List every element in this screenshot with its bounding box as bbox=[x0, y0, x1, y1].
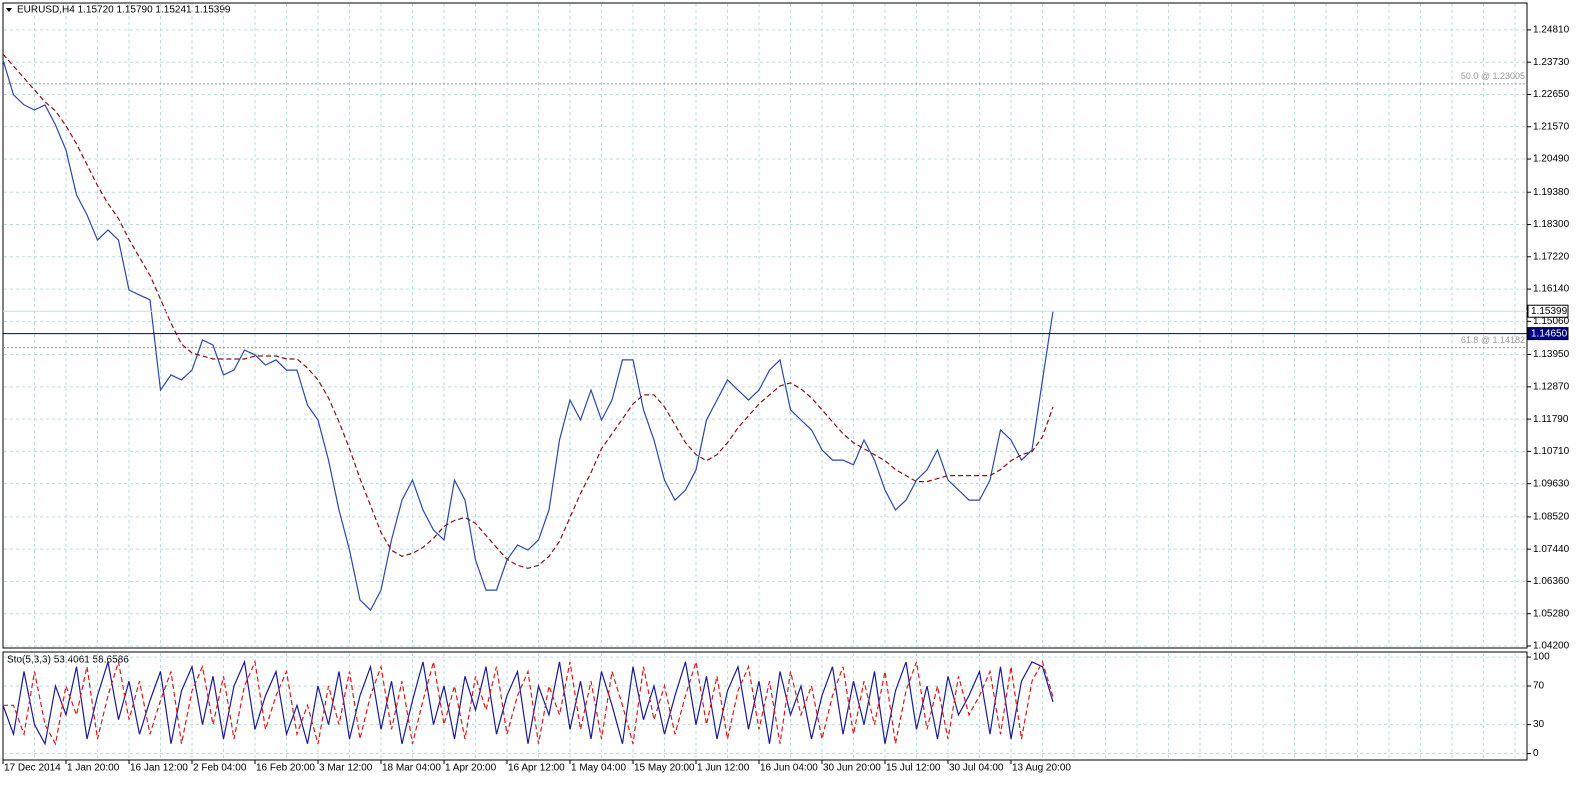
x-tick-label: 16 Feb 20:00 bbox=[256, 763, 315, 774]
x-tick-label: 13 Aug 20:00 bbox=[1012, 763, 1071, 774]
y-tick-label: 1.23730 bbox=[1533, 57, 1570, 68]
fib-level-label: 61.8 @ 1.14182 bbox=[1461, 335, 1525, 345]
x-tick-label: 17 Dec 2014 bbox=[4, 763, 61, 774]
y-tick-label: 1.07440 bbox=[1533, 544, 1570, 555]
y-tick-label: 1.22650 bbox=[1533, 89, 1570, 100]
fib-level-label: 50.0 @ 1.23005 bbox=[1461, 71, 1525, 81]
y-tick-label: 1.18300 bbox=[1533, 219, 1570, 230]
x-tick-label: 30 Jul 04:00 bbox=[949, 763, 1004, 774]
y-tick-label: 1.06360 bbox=[1533, 576, 1570, 587]
price-box bbox=[1527, 327, 1569, 341]
y-tick-label: 0 bbox=[1533, 748, 1539, 759]
x-tick-label: 18 Mar 04:00 bbox=[382, 763, 441, 774]
price-panel bbox=[2, 2, 1528, 649]
y-tick-label: 100 bbox=[1533, 652, 1550, 663]
series-line bbox=[2, 53, 1054, 569]
menu-arrow[interactable] bbox=[6, 8, 12, 12]
x-tick-label: 16 Apr 12:00 bbox=[508, 763, 565, 774]
x-tick-label: 1 Jun 12:00 bbox=[697, 763, 750, 774]
y-tick-label: 1.08520 bbox=[1533, 512, 1570, 523]
y-tick-label: 1.21570 bbox=[1533, 121, 1570, 132]
y-tick-label: 1.15060 bbox=[1533, 316, 1570, 327]
y-tick-label: 1.11790 bbox=[1533, 414, 1569, 425]
y-tick-label: 1.09630 bbox=[1533, 478, 1570, 489]
x-tick-label: 15 May 20:00 bbox=[634, 763, 695, 774]
price-box bbox=[1527, 304, 1569, 318]
y-tick-label: 30 bbox=[1533, 719, 1545, 730]
y-tick-label: 1.16140 bbox=[1533, 284, 1570, 295]
y-tick-label: 1.12870 bbox=[1533, 381, 1570, 392]
x-tick-label: 15 Jul 12:00 bbox=[886, 763, 941, 774]
x-tick-label: 1 Apr 20:00 bbox=[445, 763, 497, 774]
y-tick-label: 1.20490 bbox=[1533, 154, 1570, 165]
x-tick-label: 1 Jan 20:00 bbox=[67, 763, 120, 774]
x-tick-label: 2 Feb 04:00 bbox=[193, 763, 247, 774]
series-line bbox=[2, 659, 1054, 746]
y-tick-label: 1.24810 bbox=[1533, 25, 1570, 36]
x-tick-label: 16 Jan 12:00 bbox=[130, 763, 188, 774]
y-tick-label: 1.04200 bbox=[1533, 641, 1570, 652]
price-box-label: 1.14650 bbox=[1531, 328, 1568, 339]
y-tick-label: 1.10710 bbox=[1533, 446, 1570, 457]
y-tick-label: 1.19380 bbox=[1533, 187, 1570, 198]
oscillator-header: Sto(5,3,3) 53.4061 58.6586 bbox=[7, 655, 129, 666]
x-tick-label: 1 May 04:00 bbox=[571, 763, 626, 774]
x-tick-label: 16 Jun 04:00 bbox=[760, 763, 818, 774]
price-header: EURUSD,H4 1.15720 1.15790 1.15241 1.1539… bbox=[17, 5, 231, 16]
x-tick-label: 3 Mar 12:00 bbox=[319, 763, 373, 774]
y-tick-label: 1.17220 bbox=[1533, 251, 1570, 262]
series-line bbox=[3, 659, 1054, 746]
y-tick-label: 70 bbox=[1533, 681, 1545, 692]
y-tick-label: 1.13950 bbox=[1533, 349, 1570, 360]
price-box-label: 1.15399 bbox=[1531, 306, 1568, 317]
series-line bbox=[2, 59, 1054, 612]
y-tick-label: 1.05280 bbox=[1533, 608, 1570, 619]
x-tick-label: 30 Jun 20:00 bbox=[823, 763, 881, 774]
